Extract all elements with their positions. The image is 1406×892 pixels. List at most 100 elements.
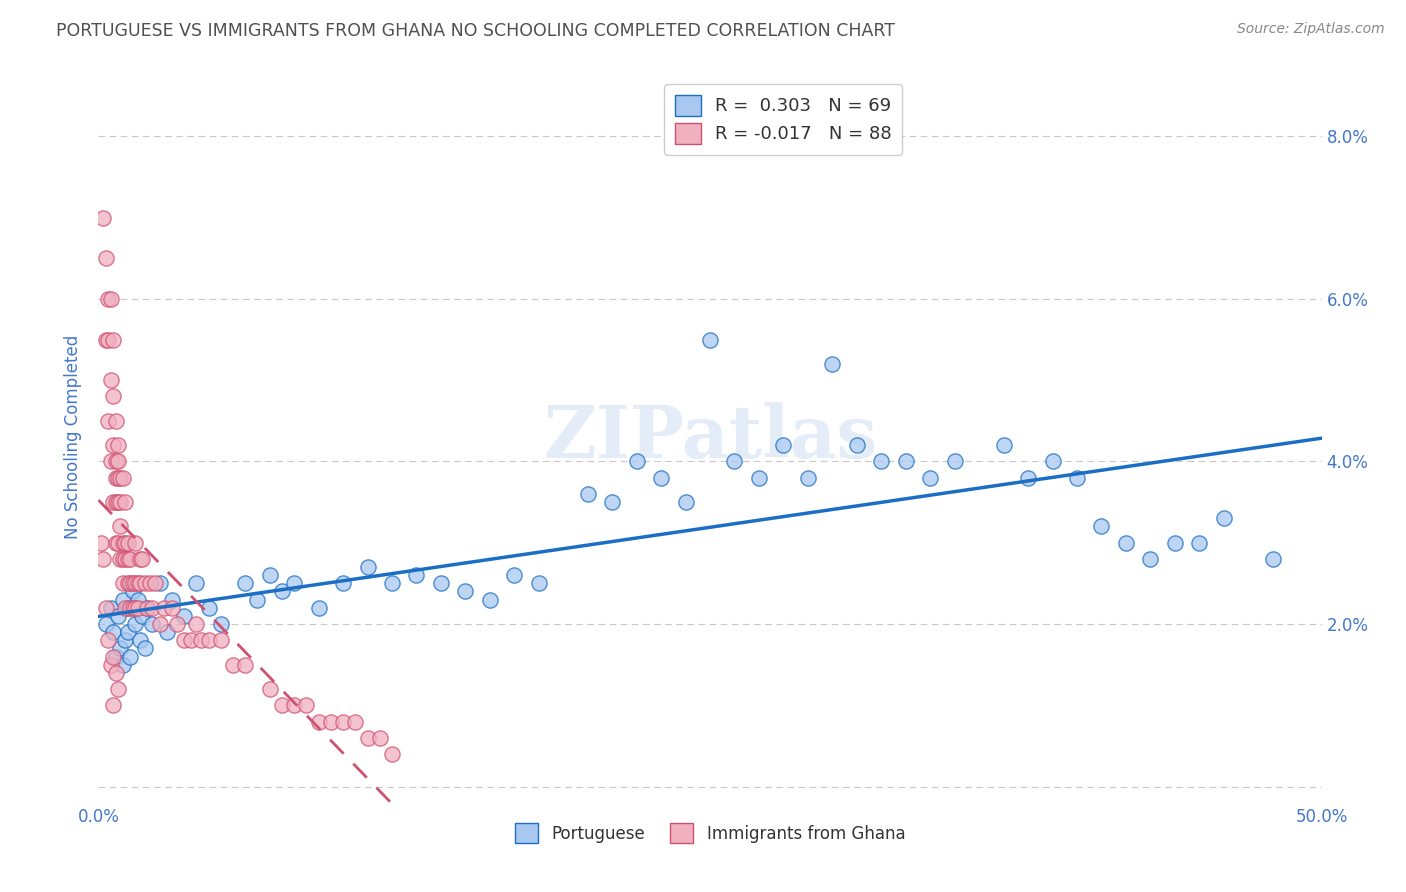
Point xyxy=(111,471,134,485)
Point xyxy=(626,454,648,468)
Point xyxy=(920,471,942,485)
Point xyxy=(101,698,124,713)
Point xyxy=(156,625,179,640)
Point xyxy=(97,292,120,306)
Point xyxy=(107,471,129,485)
Point xyxy=(356,560,378,574)
Point xyxy=(97,414,120,428)
Point xyxy=(101,649,124,664)
Point xyxy=(332,714,354,729)
Point xyxy=(117,625,139,640)
Point xyxy=(114,495,136,509)
Point xyxy=(121,576,143,591)
Point xyxy=(197,600,219,615)
Point xyxy=(1115,535,1137,549)
Point xyxy=(100,600,122,615)
Point xyxy=(356,731,378,745)
Point xyxy=(173,608,195,623)
Point xyxy=(308,714,330,729)
Point xyxy=(197,633,219,648)
Point xyxy=(270,698,294,713)
Point xyxy=(104,665,127,680)
Point xyxy=(1017,471,1039,485)
Point xyxy=(283,576,305,591)
Point xyxy=(149,576,172,591)
Point xyxy=(186,576,208,591)
Point xyxy=(97,333,120,347)
Point xyxy=(295,698,318,713)
Point xyxy=(1139,552,1161,566)
Point xyxy=(124,617,146,632)
Point xyxy=(246,592,269,607)
Point xyxy=(430,576,453,591)
Point xyxy=(344,714,367,729)
Point xyxy=(101,389,124,403)
Point xyxy=(1042,454,1064,468)
Point xyxy=(141,617,163,632)
Point xyxy=(503,568,526,582)
Point xyxy=(90,535,112,549)
Point xyxy=(797,471,820,485)
Point xyxy=(650,471,672,485)
Point xyxy=(136,600,159,615)
Point xyxy=(1164,535,1187,549)
Point xyxy=(104,471,127,485)
Point xyxy=(993,438,1015,452)
Point xyxy=(368,731,391,745)
Point xyxy=(186,617,208,632)
Point xyxy=(723,454,745,468)
Point xyxy=(141,600,163,615)
Point xyxy=(1188,535,1211,549)
Point xyxy=(100,373,122,387)
Point xyxy=(209,633,232,648)
Legend: Portuguese, Immigrants from Ghana: Portuguese, Immigrants from Ghana xyxy=(508,817,912,849)
Point xyxy=(124,600,146,615)
Point xyxy=(134,641,156,656)
Point xyxy=(149,617,172,632)
Point xyxy=(114,633,136,648)
Point xyxy=(107,495,129,509)
Point xyxy=(104,649,127,664)
Point xyxy=(117,552,139,566)
Point xyxy=(136,600,159,615)
Point xyxy=(943,454,966,468)
Point xyxy=(120,649,142,664)
Point xyxy=(699,333,721,347)
Point xyxy=(134,576,156,591)
Text: PORTUGUESE VS IMMIGRANTS FROM GHANA NO SCHOOLING COMPLETED CORRELATION CHART: PORTUGUESE VS IMMIGRANTS FROM GHANA NO S… xyxy=(56,22,896,40)
Point xyxy=(127,576,149,591)
Point xyxy=(259,681,281,696)
Point xyxy=(129,552,152,566)
Point xyxy=(131,608,153,623)
Point xyxy=(259,568,281,582)
Point xyxy=(209,617,232,632)
Point xyxy=(283,698,305,713)
Point xyxy=(110,552,132,566)
Point xyxy=(127,600,149,615)
Point xyxy=(111,592,134,607)
Point xyxy=(91,552,114,566)
Point xyxy=(381,747,404,761)
Point xyxy=(104,495,127,509)
Point xyxy=(166,617,188,632)
Point xyxy=(160,600,183,615)
Point xyxy=(127,592,149,607)
Point xyxy=(139,576,162,591)
Point xyxy=(110,519,132,533)
Point xyxy=(233,657,256,672)
Point xyxy=(111,576,134,591)
Point xyxy=(120,576,142,591)
Point xyxy=(107,535,129,549)
Point xyxy=(153,600,176,615)
Point xyxy=(772,438,794,452)
Point xyxy=(173,633,195,648)
Point xyxy=(101,625,124,640)
Point xyxy=(821,357,844,371)
Point xyxy=(222,657,245,672)
Point xyxy=(124,535,146,549)
Point xyxy=(101,495,124,509)
Point xyxy=(104,454,127,468)
Point xyxy=(870,454,893,468)
Point xyxy=(104,535,127,549)
Point xyxy=(114,552,136,566)
